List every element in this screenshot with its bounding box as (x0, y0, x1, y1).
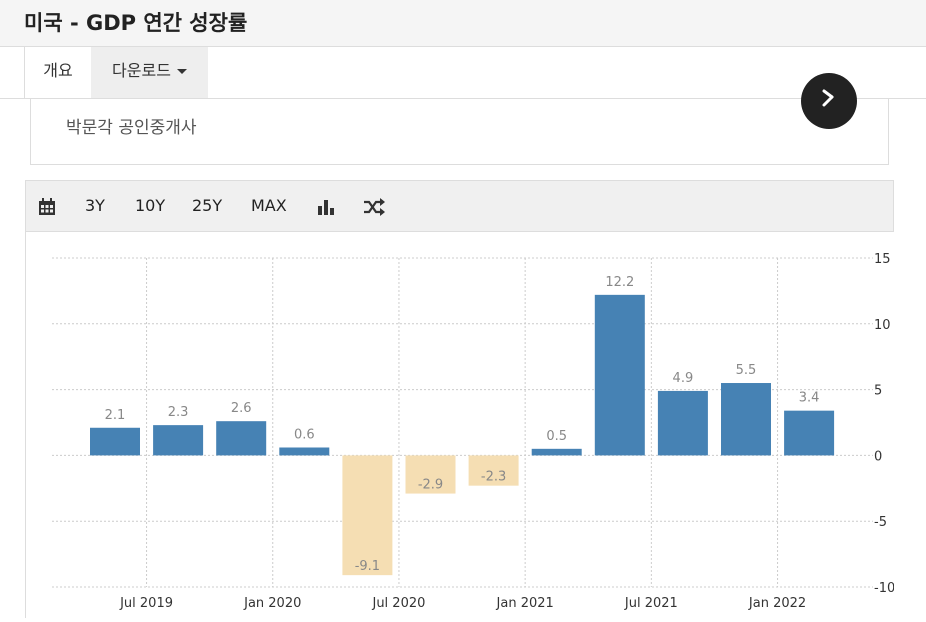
shuffle-icon (364, 197, 385, 216)
y-tick-label: 10 (874, 318, 891, 333)
data-label: 2.3 (168, 405, 189, 420)
tab-bar: 개요 다운로드 (0, 47, 926, 99)
y-tick-label: -5 (874, 515, 887, 530)
tab-overview[interactable]: 개요 (25, 47, 91, 98)
y-tick-label: 15 (874, 252, 891, 267)
data-label: 2.6 (231, 401, 252, 416)
bar (721, 383, 771, 456)
calendar-button[interactable] (38, 181, 56, 231)
y-tick-label: 5 (874, 384, 882, 399)
bar (342, 455, 393, 576)
x-tick-label: Jul 2021 (624, 596, 678, 611)
gdp-bar-chart: 15 10 5 0 -5 -10 Jul 2019 Jan 2020 Jul 2020 Jan 2… (52, 252, 895, 611)
bar (784, 410, 835, 456)
chart-left-border (25, 232, 26, 618)
range-max-button[interactable]: MAX (251, 196, 287, 215)
data-label: -2.3 (481, 470, 506, 485)
data-label: 12.2 (605, 275, 634, 290)
promo-next-button[interactable] (801, 73, 857, 129)
data-label: 3.4 (799, 391, 820, 406)
bar (153, 425, 204, 456)
range-25y-button[interactable]: 25Y (192, 196, 223, 215)
bar (405, 455, 456, 494)
data-label: -2.9 (418, 478, 443, 493)
chart-area: 15 10 5 0 -5 -10 Jul 2019 Jan 2020 Jul 2020 Jan 2… (25, 232, 895, 618)
y-tick-label: 0 (874, 449, 882, 464)
tab-download-label: 다운로드 (112, 61, 171, 80)
compare-button[interactable] (363, 181, 385, 231)
bar (657, 390, 708, 456)
bar (279, 447, 330, 456)
bar (90, 427, 140, 456)
x-tick-label: Jul 2020 (371, 596, 425, 611)
x-tick-label: Jul 2019 (119, 596, 173, 611)
tab-divider (24, 47, 25, 99)
range-10y-button[interactable]: 10Y (135, 196, 166, 215)
bar (594, 294, 645, 456)
bar (216, 421, 267, 456)
data-label: 0.6 (294, 428, 315, 443)
data-label: 5.5 (736, 363, 757, 378)
page-title: 미국 - GDP 연간 성장률 (24, 11, 248, 35)
bar (531, 448, 582, 456)
x-tick-label: Jan 2022 (748, 596, 806, 611)
tab-download[interactable]: 다운로드 (91, 47, 208, 98)
title-bar: 미국 - GDP 연간 성장률 (0, 0, 926, 47)
x-tick-label: Jan 2021 (496, 596, 554, 611)
x-tick-label: Jan 2020 (243, 596, 301, 611)
data-label: 4.9 (673, 371, 694, 386)
data-label: 0.5 (546, 429, 567, 444)
tab-overview-label: 개요 (43, 61, 73, 80)
data-label: -9.1 (355, 559, 380, 574)
calendar-icon (39, 197, 55, 215)
range-3y-button[interactable]: 3Y (85, 196, 105, 215)
data-label: 2.1 (105, 408, 126, 423)
bar (468, 455, 519, 486)
caret-down-icon (176, 69, 187, 74)
chart-toolbar: 3Y 10Y 25Y MAX (25, 180, 894, 232)
chevron-right-icon (822, 89, 834, 107)
y-tick-label: -10 (874, 581, 894, 596)
promo-banner[interactable]: 박문각 공인중개사 (30, 73, 889, 165)
bar-chart-icon (318, 199, 334, 215)
promo-text: 박문각 공인중개사 (66, 118, 197, 138)
chart-type-button[interactable] (317, 181, 335, 231)
